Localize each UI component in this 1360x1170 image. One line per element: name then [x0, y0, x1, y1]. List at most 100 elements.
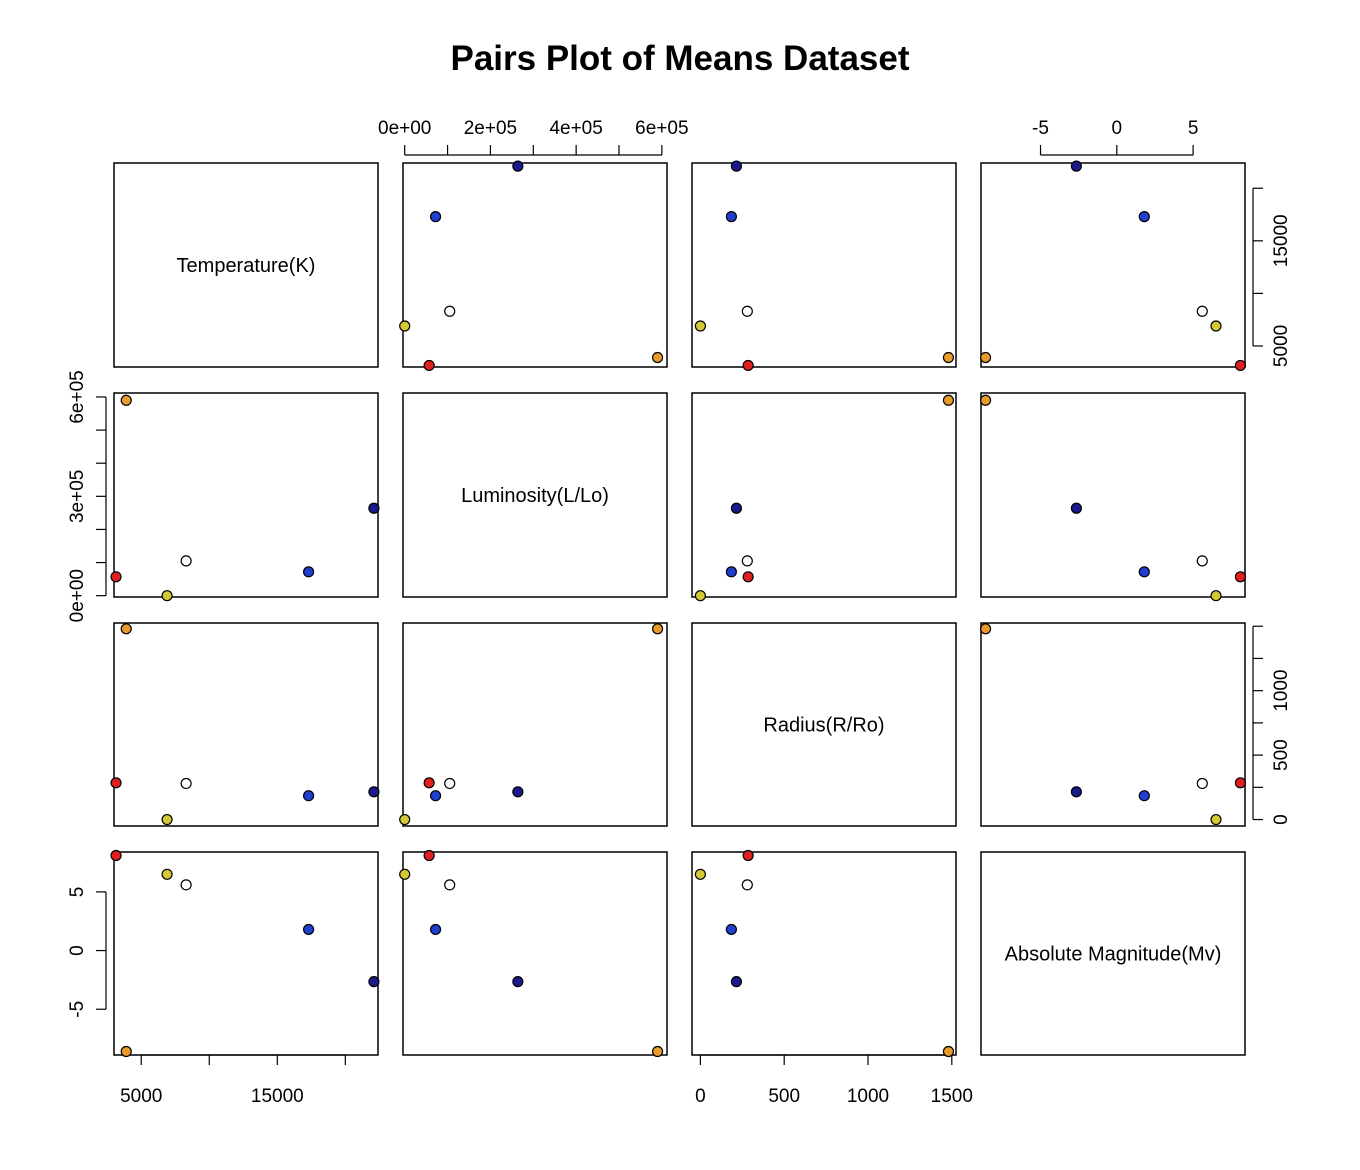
tick-label: 500	[1271, 739, 1292, 771]
data-point	[368, 502, 380, 514]
data-point	[1210, 813, 1222, 826]
data-point	[651, 1045, 664, 1058]
data-point	[110, 777, 122, 789]
data-point	[1210, 320, 1222, 332]
points-layer	[110, 160, 1247, 1058]
variable-label: Radius(R/Ro)	[763, 715, 884, 737]
tick-label: 4e+05	[549, 118, 602, 139]
tick-label: 0	[695, 1086, 706, 1107]
data-point	[694, 868, 706, 880]
data-point	[725, 211, 737, 223]
data-point	[730, 976, 743, 988]
data-point	[399, 813, 411, 826]
data-point	[423, 359, 435, 372]
data-point	[979, 351, 992, 364]
panel-r2-c1	[402, 622, 668, 827]
panel-r1-c1	[402, 392, 668, 598]
tick-label: -5	[1032, 118, 1049, 139]
panel-r0-c3	[980, 162, 1246, 368]
tick-label: 0e+00	[378, 118, 431, 139]
data-point	[730, 160, 743, 172]
data-point	[1070, 160, 1082, 172]
data-point	[423, 849, 435, 862]
data-point	[1138, 790, 1150, 802]
tick-label: 500	[768, 1086, 800, 1107]
data-point	[730, 502, 743, 514]
data-point	[1138, 211, 1150, 223]
data-point	[725, 566, 737, 578]
tick-label: 1000	[1271, 670, 1292, 712]
data-point	[110, 849, 122, 862]
tick-label: 5	[67, 887, 88, 898]
data-point	[444, 305, 456, 317]
data-point	[180, 555, 192, 567]
data-point	[1196, 555, 1208, 567]
data-point	[180, 777, 192, 790]
data-point	[120, 394, 132, 406]
data-point	[1234, 359, 1247, 372]
tick-label: 2e+05	[464, 118, 517, 139]
tick-label: -5	[67, 1001, 88, 1018]
panel-r3-c2	[691, 851, 957, 1056]
data-point	[979, 394, 992, 406]
panel-r3-c3	[980, 851, 1246, 1056]
data-point	[512, 160, 524, 172]
data-point	[399, 868, 411, 880]
tick-label: 5000	[1271, 325, 1292, 367]
tick-label: 15000	[1271, 214, 1292, 267]
data-point	[742, 571, 754, 583]
panel-r2-c0	[113, 622, 379, 827]
data-point	[423, 777, 435, 789]
data-point	[979, 623, 992, 635]
data-point	[180, 879, 192, 891]
tick-label: 0e+00	[67, 569, 88, 622]
panel-r3-c1	[402, 851, 668, 1056]
data-point	[429, 790, 442, 802]
tick-label: 3e+05	[67, 470, 88, 523]
variable-label: Absolute Magnitude(Mv)	[1005, 944, 1222, 966]
panel-r2-c3	[980, 622, 1246, 827]
tick-label: 0	[67, 945, 88, 956]
data-point	[1070, 786, 1082, 798]
data-point	[1070, 502, 1082, 514]
tick-label: 1500	[931, 1086, 973, 1107]
data-point	[120, 623, 132, 635]
data-point	[1234, 777, 1247, 789]
data-point	[694, 320, 706, 332]
data-point	[741, 879, 753, 891]
data-point	[1196, 777, 1208, 790]
data-point	[741, 305, 753, 317]
data-point	[725, 923, 737, 936]
tick-label: 0	[1112, 118, 1123, 139]
tick-label: 5	[1188, 118, 1199, 139]
data-point	[512, 786, 524, 798]
variable-label: Luminosity(L/Lo)	[461, 485, 609, 507]
data-point	[1234, 571, 1247, 583]
data-point	[302, 923, 315, 936]
data-point	[399, 320, 411, 332]
data-point	[444, 777, 456, 790]
data-point	[942, 351, 955, 364]
data-point	[694, 590, 706, 602]
data-point	[161, 868, 173, 880]
tick-label: 15000	[251, 1086, 304, 1107]
data-point	[741, 555, 753, 567]
data-point	[651, 623, 664, 635]
data-point	[302, 790, 315, 802]
panel-r0-c2	[691, 162, 957, 368]
data-point	[1210, 590, 1222, 602]
panel-r0-c0	[113, 162, 379, 368]
data-point	[368, 786, 380, 798]
data-point	[429, 923, 442, 936]
data-point	[368, 976, 380, 988]
data-point	[742, 849, 754, 862]
tick-label: 6e+05	[67, 370, 88, 423]
data-point	[120, 1045, 132, 1058]
data-point	[512, 976, 524, 988]
data-point	[161, 590, 173, 602]
panel-grid: Temperature(K) Luminosity(L/Lo) Radius(R/R…	[113, 162, 1246, 1056]
tick-label: 0	[1271, 814, 1292, 825]
tick-label: 1000	[847, 1086, 889, 1107]
